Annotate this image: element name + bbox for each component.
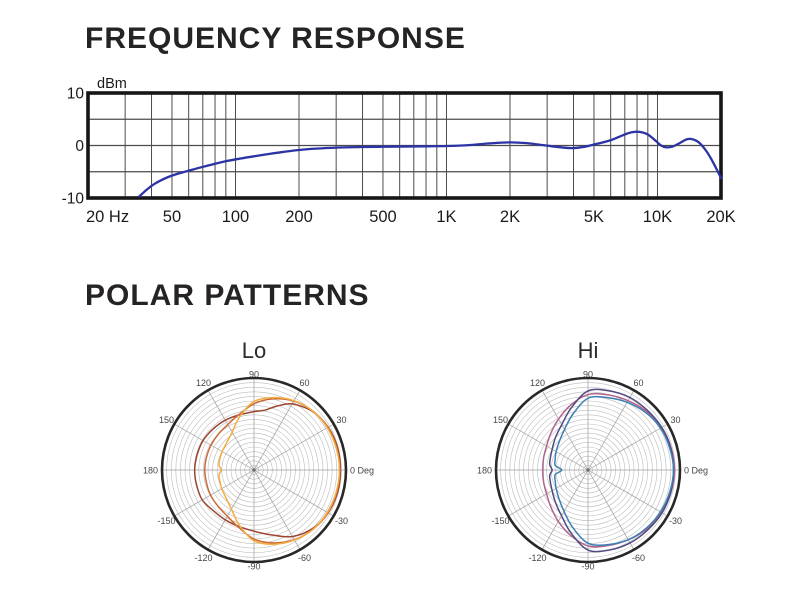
svg-text:-120: -120	[194, 553, 212, 563]
svg-text:10K: 10K	[643, 208, 672, 226]
svg-text:2K: 2K	[500, 208, 520, 226]
svg-text:0: 0	[75, 138, 84, 155]
svg-text:-60: -60	[298, 553, 311, 563]
freq-plot-border	[86, 91, 723, 200]
freq-x-axis-labels: 20 Hz 50 100 200 500 1K 2K 5K 10K 20K	[86, 208, 736, 226]
polar-angle-labels: 90 60 30 0 Deg -30 -60 -90 -120 -150 180 150 120	[477, 370, 708, 572]
svg-text:-150: -150	[492, 516, 510, 526]
svg-text:90: 90	[583, 370, 593, 380]
svg-text:-30: -30	[669, 516, 682, 526]
svg-text:-60: -60	[632, 553, 645, 563]
polar-curve-lo-amber	[218, 396, 341, 545]
polar-curves	[193, 396, 342, 545]
svg-text:120: 120	[530, 378, 545, 388]
polar-outer-circle	[160, 376, 348, 564]
freq-response-curve	[138, 130, 723, 198]
svg-text:5K: 5K	[584, 208, 604, 226]
polar-title-hi: Hi	[578, 338, 599, 363]
svg-text:60: 60	[633, 378, 643, 388]
svg-text:-30: -30	[335, 516, 348, 526]
svg-text:-90: -90	[581, 562, 594, 572]
svg-text:10: 10	[67, 86, 85, 103]
polar-curve-hi-blue	[553, 395, 675, 546]
svg-text:50: 50	[163, 208, 181, 226]
svg-text:0 Deg: 0 Deg	[350, 466, 374, 476]
polar-chart-hi: Hi 90 60 30 0 Deg -30 -60 -90 -120 -150 180 150 120	[477, 338, 708, 572]
polar-outer-circle	[494, 376, 682, 564]
polar-curve-hi-purple	[548, 388, 675, 553]
svg-text:90: 90	[249, 370, 259, 380]
polar-curve-lo-dark-red	[193, 402, 342, 538]
svg-text:30: 30	[670, 415, 680, 425]
polar-angle-labels: 90 60 30 0 Deg -30 -60 -90 -120 -150 180 150 120	[143, 370, 374, 572]
svg-text:100: 100	[222, 208, 250, 226]
svg-text:-10: -10	[62, 191, 85, 208]
svg-text:0 Deg: 0 Deg	[684, 466, 708, 476]
polar-title-lo: Lo	[242, 338, 266, 363]
polar-curves	[542, 388, 676, 553]
svg-text:20 Hz: 20 Hz	[86, 208, 129, 226]
svg-text:500: 500	[369, 208, 397, 226]
svg-text:1K: 1K	[436, 208, 456, 226]
frequency-response-heading: FREQUENCY RESPONSE	[85, 22, 466, 55]
svg-text:-90: -90	[247, 562, 260, 572]
svg-text:20K: 20K	[706, 208, 735, 226]
polar-patterns-heading: POLAR PATTERNS	[85, 279, 370, 312]
svg-text:120: 120	[196, 378, 211, 388]
svg-text:-150: -150	[158, 516, 176, 526]
svg-text:60: 60	[299, 378, 309, 388]
svg-text:150: 150	[493, 415, 508, 425]
svg-text:200: 200	[285, 208, 313, 226]
svg-text:30: 30	[336, 415, 346, 425]
svg-text:150: 150	[159, 415, 174, 425]
svg-text:180: 180	[477, 466, 492, 476]
freq-y-axis-unit: dBm	[97, 76, 127, 92]
svg-text:-120: -120	[528, 553, 546, 563]
freq-y-axis-labels: dBm 10 0 -10	[62, 76, 127, 208]
polar-chart-lo: Lo 90 60 30 0 Deg -30 -60 -90 -120 -150 180 150 120	[143, 338, 374, 572]
svg-text:180: 180	[143, 466, 158, 476]
